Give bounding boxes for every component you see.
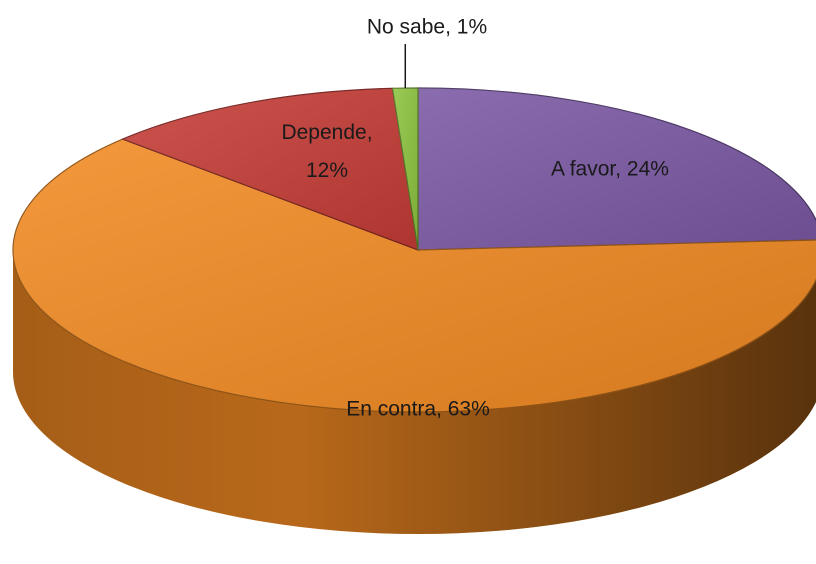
data-label: Depende, 12% <box>281 121 372 182</box>
pie-tops <box>12 87 816 413</box>
data-label: No sabe, 1% <box>367 16 487 39</box>
data-label: A favor, 24% <box>551 158 669 181</box>
data-label: En contra, 63% <box>346 398 490 421</box>
pie-slice-shade <box>122 88 419 250</box>
labels: A favor, 24% En contra, 63% Depende, 12% No … <box>281 16 669 421</box>
pie-sides <box>13 250 816 534</box>
pie-side-shade <box>13 250 816 534</box>
pie-slice-shade <box>418 88 816 250</box>
pie-slice-shade <box>392 88 418 250</box>
pie-slice-shade <box>13 139 816 412</box>
